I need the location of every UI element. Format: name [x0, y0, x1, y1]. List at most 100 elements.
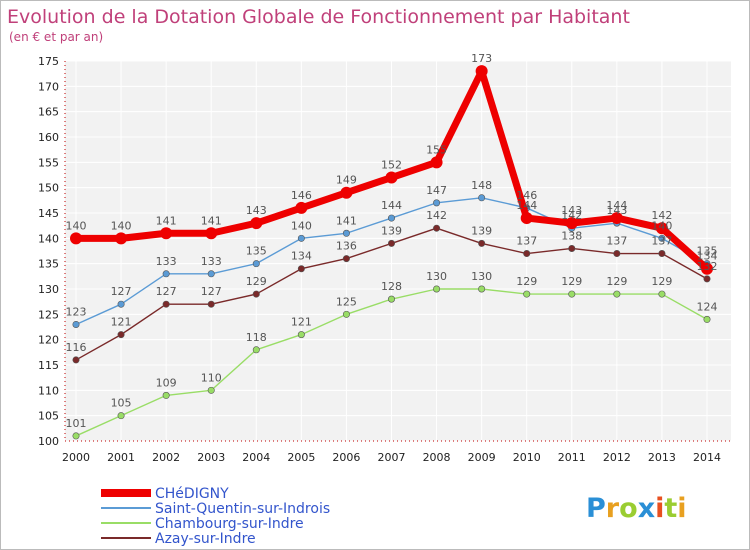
x-tick-label: 2014 [693, 451, 721, 464]
data-label-2: 110 [201, 371, 222, 384]
logo-letter: t [664, 493, 677, 524]
series-point-0 [115, 232, 128, 245]
x-tick-label: 2000 [62, 451, 90, 464]
series-point-3 [252, 290, 260, 298]
axes [64, 61, 731, 442]
data-label-0: 144 [516, 199, 537, 212]
series-point-2 [658, 290, 666, 298]
x-tick-label: 2010 [513, 451, 541, 464]
data-label-1: 123 [66, 305, 87, 318]
series-point-0 [475, 65, 488, 78]
data-label-2: 124 [697, 300, 718, 313]
data-label-0: 149 [336, 174, 357, 187]
y-tick-label: 120 [38, 334, 59, 347]
series-point-3 [433, 224, 441, 232]
series-point-2 [703, 315, 711, 323]
legend-label: Azay-sur-Indre [155, 531, 256, 547]
series-point-0 [385, 171, 398, 184]
data-label-1: 144 [381, 199, 402, 212]
data-label-2: 128 [381, 280, 402, 293]
data-label-0: 141 [201, 214, 222, 227]
logo-letter: r [606, 493, 620, 524]
legend: CHéDIGNYSaint-Quentin-sur-IndroisChambou… [101, 486, 330, 547]
data-label-0: 143 [246, 204, 267, 217]
data-label-0: 140 [111, 219, 132, 232]
series-point-2 [568, 290, 576, 298]
data-label-3: 142 [426, 209, 447, 222]
series-point-0 [70, 232, 82, 245]
y-tick-label: 170 [38, 80, 59, 93]
series-point-1 [117, 300, 125, 308]
data-label-0: 141 [156, 214, 177, 227]
data-label-0: 173 [471, 52, 492, 65]
series-point-2 [613, 290, 621, 298]
series-point-2 [433, 285, 441, 293]
series-point-1 [297, 234, 305, 242]
data-label-1: 143 [606, 204, 627, 217]
series-point-3 [387, 239, 395, 247]
data-label-1: 127 [111, 285, 132, 298]
data-label-1: 140 [291, 219, 312, 232]
data-label-1: 146 [516, 189, 537, 202]
series-point-2 [162, 391, 170, 399]
series-point-3 [703, 275, 711, 283]
y-tick-label: 125 [38, 308, 59, 321]
data-label-2: 129 [606, 275, 627, 288]
logo-letter: P [586, 493, 606, 524]
series-point-1 [162, 270, 170, 278]
series-point-1 [433, 199, 441, 207]
series-point-1 [342, 229, 350, 237]
data-label-1: 148 [471, 179, 492, 192]
series-point-0 [701, 262, 713, 275]
legend-label: Chambourg-sur-Indre [155, 516, 304, 532]
series-point-3 [568, 244, 576, 252]
series-point-2 [117, 412, 125, 420]
data-label-3: 136 [336, 240, 357, 253]
series-point-3 [613, 250, 621, 258]
y-tick-label: 145 [38, 207, 59, 220]
data-label-2: 101 [66, 417, 87, 430]
series-point-2 [72, 432, 80, 440]
y-tick-label: 115 [38, 359, 59, 372]
y-tick-label: 100 [38, 435, 59, 448]
series-point-1 [478, 194, 486, 202]
data-label-2: 129 [651, 275, 672, 288]
series-point-0 [655, 222, 668, 235]
series-point-2 [297, 331, 305, 339]
series-point-0 [520, 212, 533, 225]
proxiti-logo: Proxiti [586, 493, 687, 524]
data-label-1: 133 [156, 255, 177, 268]
y-tick-label: 160 [38, 131, 59, 144]
x-tick-label: 2002 [152, 451, 180, 464]
y-axis-ticks: 100 105 110 115 120 125 130 135 140 145 150 155 160 1… [38, 55, 59, 448]
grid-lines [65, 60, 731, 442]
series-point-3 [297, 265, 305, 273]
plot-area [65, 61, 731, 441]
data-label-3: 137 [651, 235, 672, 248]
data-label-2: 130 [426, 270, 447, 283]
series-point-2 [387, 295, 395, 303]
data-label-1: 141 [336, 214, 357, 227]
x-tick-label: 2005 [287, 451, 315, 464]
series-point-3 [478, 239, 486, 247]
data-label-3: 116 [66, 341, 87, 354]
series-point-1 [387, 214, 395, 222]
data-label-2: 121 [291, 316, 312, 329]
series-point-0 [160, 227, 173, 240]
data-label-3: 137 [516, 235, 537, 248]
data-label-0: 146 [291, 189, 312, 202]
y-tick-label: 110 [38, 384, 59, 397]
data-label-3: 139 [381, 224, 402, 237]
y-tick-label: 140 [38, 232, 59, 245]
series-point-0 [295, 201, 308, 214]
series-point-3 [523, 250, 531, 258]
data-label-2: 109 [156, 376, 177, 389]
series-point-2 [523, 290, 531, 298]
logo-letter: i [655, 493, 664, 524]
data-label-2: 130 [471, 270, 492, 283]
data-label-2: 118 [246, 331, 267, 344]
series-point-0 [205, 227, 218, 240]
y-tick-label: 135 [38, 258, 59, 271]
data-label-0: 134 [697, 250, 718, 263]
